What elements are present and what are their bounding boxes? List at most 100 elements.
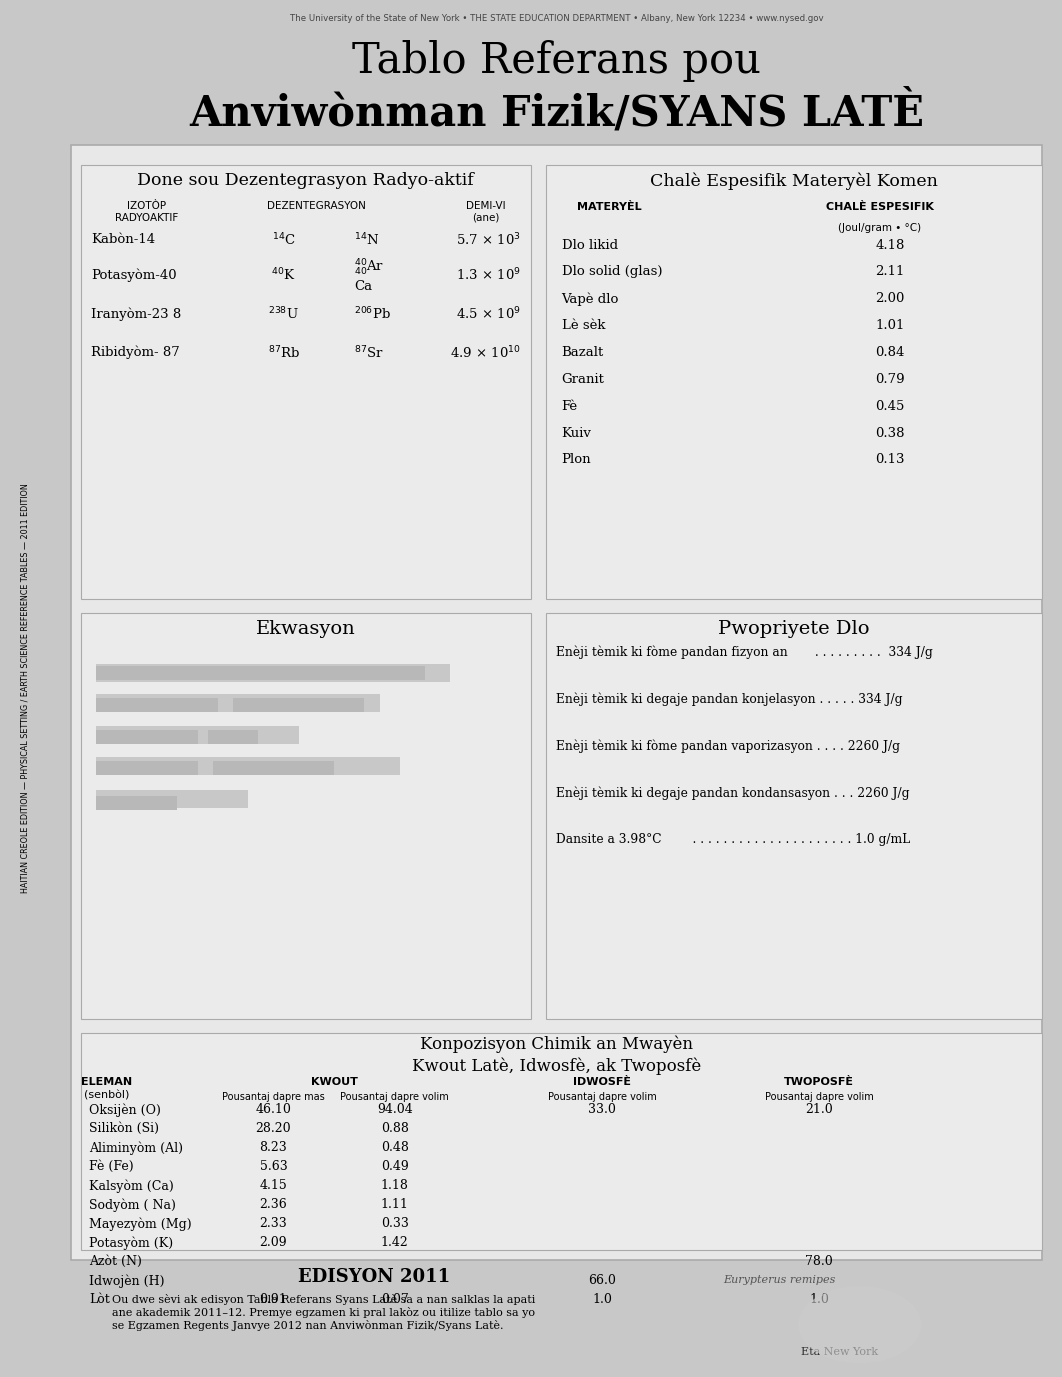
Text: Azòt (N): Azòt (N) (89, 1256, 142, 1268)
Text: $^{206}$Pb: $^{206}$Pb (355, 306, 391, 322)
Text: 1.0: 1.0 (809, 1293, 829, 1307)
Text: (Joul/gram • °C): (Joul/gram • °C) (839, 223, 922, 233)
FancyBboxPatch shape (82, 613, 531, 1019)
Text: Aliminyòm (Al): Aliminyòm (Al) (89, 1142, 184, 1155)
Text: 1.11: 1.11 (381, 1198, 409, 1212)
Text: Dlo likid: Dlo likid (562, 238, 618, 252)
Text: Granit: Granit (562, 373, 604, 386)
Text: Konpozisyon Chimik an Mwayèn: Konpozisyon Chimik an Mwayèn (419, 1036, 693, 1053)
FancyBboxPatch shape (97, 698, 218, 712)
Text: Potasyòm-40: Potasyòm-40 (91, 269, 177, 282)
Text: HAITIAN CREOLE EDITION — PHYSICAL SETTING / EARTH SCIENCE REFERENCE TABLES — 201: HAITIAN CREOLE EDITION — PHYSICAL SETTIN… (21, 483, 30, 894)
Text: 28.20: 28.20 (256, 1122, 291, 1136)
Text: 0.79: 0.79 (875, 373, 905, 386)
Ellipse shape (799, 1286, 921, 1363)
Text: Ribidyòm- 87: Ribidyòm- 87 (91, 346, 181, 359)
Text: 0.91: 0.91 (259, 1293, 288, 1307)
FancyBboxPatch shape (212, 761, 335, 775)
Text: 0.84: 0.84 (875, 346, 905, 359)
Text: (senbòl): (senbòl) (84, 1091, 130, 1100)
Text: Silikòn (Si): Silikòn (Si) (89, 1122, 159, 1136)
FancyBboxPatch shape (546, 613, 1042, 1019)
Text: 0.45: 0.45 (875, 399, 905, 413)
Text: Dansite a 3.98°C        . . . . . . . . . . . . . . . . . . . . . 1.0 g/mL: Dansite a 3.98°C . . . . . . . . . . . .… (556, 833, 911, 847)
FancyBboxPatch shape (273, 666, 425, 680)
Text: Dlo solid (glas): Dlo solid (glas) (562, 266, 662, 278)
Text: 2.33: 2.33 (259, 1217, 288, 1231)
Text: Kuiv: Kuiv (562, 427, 592, 439)
FancyBboxPatch shape (97, 664, 450, 682)
Text: Kabòn-14: Kabòn-14 (91, 233, 155, 246)
Text: $^{14}$C: $^{14}$C (272, 231, 295, 248)
Text: 66.0: 66.0 (588, 1274, 616, 1287)
Text: 2.09: 2.09 (259, 1237, 287, 1249)
Text: 0.88: 0.88 (381, 1122, 409, 1136)
Text: Mayezyòm (Mg): Mayezyòm (Mg) (89, 1217, 192, 1231)
Text: 1.01: 1.01 (875, 319, 905, 332)
Text: Enèji tèmik ki fòme pandan fizyon an       . . . . . . . . .  334 J/g: Enèji tèmik ki fòme pandan fizyon an . .… (556, 646, 933, 660)
Text: Pwopriyete Dlo: Pwopriyete Dlo (718, 620, 870, 638)
Text: CHALÈ ESPESIFIK: CHALÈ ESPESIFIK (826, 202, 933, 212)
Text: Ekwasyon: Ekwasyon (256, 620, 356, 638)
Text: Tablo Referans pou: Tablo Referans pou (352, 40, 761, 83)
Text: Plon: Plon (562, 453, 592, 467)
Text: Eurypterus remipes: Eurypterus remipes (723, 1275, 835, 1285)
FancyBboxPatch shape (82, 165, 531, 599)
Text: 5.63: 5.63 (259, 1161, 288, 1173)
Text: 0.48: 0.48 (381, 1142, 409, 1154)
Text: The University of the State of New York • THE STATE EDUCATION DEPARTMENT • Alban: The University of the State of New York … (290, 14, 823, 23)
FancyBboxPatch shape (97, 666, 278, 680)
FancyBboxPatch shape (82, 1033, 1042, 1250)
Text: Bazalt: Bazalt (562, 346, 604, 359)
Text: Pousantaj dapre volim: Pousantaj dapre volim (340, 1092, 449, 1102)
Text: 33.0: 33.0 (588, 1103, 616, 1117)
FancyBboxPatch shape (97, 730, 198, 744)
Text: 0.33: 0.33 (381, 1217, 409, 1231)
Text: EDISYON 2011: EDISYON 2011 (298, 1268, 450, 1286)
Text: Fè (Fe): Fè (Fe) (89, 1161, 134, 1173)
FancyBboxPatch shape (97, 790, 249, 808)
Text: 4.18: 4.18 (875, 238, 905, 252)
Text: Kwout Latè, Idwosfè, ak Twoposfè: Kwout Latè, Idwosfè, ak Twoposfè (412, 1058, 701, 1075)
Text: Sodyòm ( Na): Sodyòm ( Na) (89, 1198, 176, 1212)
Text: 2.11: 2.11 (875, 266, 905, 278)
Text: $^{238}$U: $^{238}$U (268, 306, 298, 322)
Text: Pousantaj dapre volim: Pousantaj dapre volim (765, 1092, 874, 1102)
Text: 0.49: 0.49 (381, 1161, 409, 1173)
FancyBboxPatch shape (97, 694, 379, 712)
Text: Lòt: Lòt (89, 1293, 110, 1307)
Text: Idwojèn (H): Idwojèn (H) (89, 1274, 165, 1287)
FancyBboxPatch shape (208, 730, 258, 744)
Text: 0.13: 0.13 (875, 453, 905, 467)
Text: 5.7 × 10$^{3}$: 5.7 × 10$^{3}$ (457, 231, 521, 248)
FancyBboxPatch shape (97, 726, 298, 744)
Text: DEMI-VI
(ane): DEMI-VI (ane) (466, 201, 506, 223)
Text: $^{87}$Sr: $^{87}$Sr (355, 344, 384, 361)
Text: $^{14}$N: $^{14}$N (355, 231, 379, 248)
Text: 0.38: 0.38 (875, 427, 905, 439)
Text: IDWOSFÈ: IDWOSFÈ (573, 1077, 631, 1086)
Text: 1.3 × 10$^{9}$: 1.3 × 10$^{9}$ (457, 267, 521, 284)
Text: Oksijèn (O): Oksijèn (O) (89, 1103, 161, 1117)
Text: $^{87}$Rb: $^{87}$Rb (268, 344, 299, 361)
FancyBboxPatch shape (97, 757, 399, 775)
FancyBboxPatch shape (97, 796, 177, 810)
Text: Pousantaj dapre volim: Pousantaj dapre volim (548, 1092, 656, 1102)
Text: ELEMAN: ELEMAN (81, 1077, 132, 1086)
Text: $^{40}$K: $^{40}$K (271, 267, 295, 284)
Text: Eta New York: Eta New York (801, 1347, 878, 1356)
Text: 78.0: 78.0 (805, 1256, 834, 1268)
Text: 4.5 × 10$^{9}$: 4.5 × 10$^{9}$ (457, 306, 521, 322)
Text: IZOTÒP
RADYOAKTIF: IZOTÒP RADYOAKTIF (116, 201, 178, 223)
FancyBboxPatch shape (71, 145, 1042, 1260)
Text: Kalsyòm (Ca): Kalsyòm (Ca) (89, 1179, 174, 1192)
Text: Enèji tèmik ki degaje pandan konjelasyon . . . . . 334 J/g: Enèji tèmik ki degaje pandan konjelasyon… (556, 693, 903, 706)
Text: TWOPOSFÈ: TWOPOSFÈ (785, 1077, 854, 1086)
Text: 2.00: 2.00 (875, 292, 905, 306)
Text: Lè sèk: Lè sèk (562, 319, 605, 332)
FancyBboxPatch shape (546, 165, 1042, 599)
Text: Anviwònman Fizik/SYANS LATÈ: Anviwònman Fizik/SYANS LATÈ (189, 90, 924, 134)
Text: 8.23: 8.23 (259, 1142, 288, 1154)
Text: 1.0: 1.0 (592, 1293, 612, 1307)
Text: Potasyòm (K): Potasyòm (K) (89, 1237, 173, 1250)
